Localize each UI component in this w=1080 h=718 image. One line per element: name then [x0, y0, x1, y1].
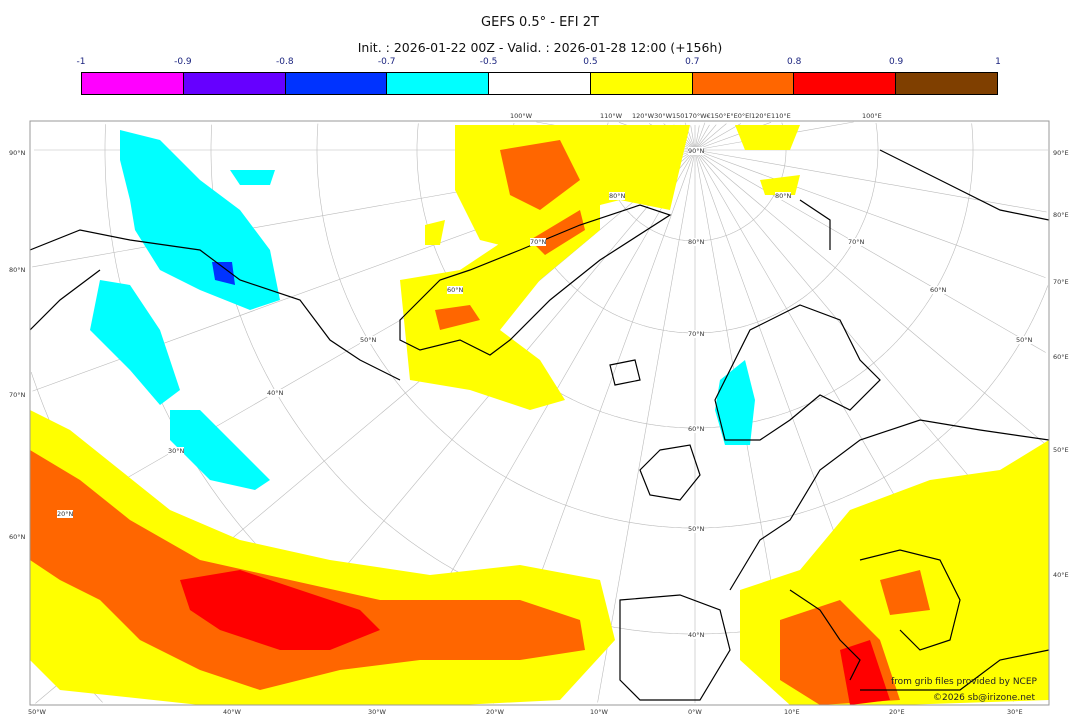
colorbar-segment: [387, 73, 490, 94]
axis-label-top: 100°W: [510, 112, 533, 120]
colorbar: [81, 72, 998, 95]
axis-label-inner: 70°N: [688, 330, 705, 338]
colorbar-tick-label: 0.5: [583, 57, 598, 67]
axis-label-top: 100°E: [862, 112, 882, 120]
meridian-line: [694, 124, 717, 151]
axis-label-bottom: 50°W: [28, 708, 46, 716]
colorbar-tick-label: 0.8: [787, 57, 802, 67]
efi-region-0.8-0.9: [180, 570, 890, 705]
colorbar-tick-label: 1: [995, 57, 1001, 67]
axis-label-left: 70°N: [9, 391, 26, 399]
colorbar-tick-label: 0.7: [685, 57, 700, 67]
axis-label-right: 50°E: [1053, 446, 1069, 454]
axis-label-inner: 60°N: [447, 286, 464, 294]
axis-label-inner: 40°N: [688, 631, 705, 639]
map-frame: [29, 120, 1050, 706]
efi-region-neg0.8-neg0.9: [212, 262, 235, 285]
axis-label-top: 110°E: [771, 112, 791, 120]
meridian-line: [694, 149, 1046, 445]
meridian-line: [694, 149, 1046, 353]
axis-label-inner: 50°N: [360, 336, 377, 344]
colorbar-segment: [692, 73, 795, 94]
axis-label-top: 120°W30°W150170°W€150°E°E0°El120°E: [632, 112, 771, 120]
axis-label-right: 60°E: [1053, 353, 1069, 361]
colorbar-tick-label: -1: [76, 57, 86, 67]
coastlines: [30, 149, 1049, 701]
colorbar-tick-label: -0.5: [479, 57, 498, 67]
axis-label-right: 70°E: [1053, 278, 1069, 286]
colorbar-segment: [183, 73, 286, 94]
axis-label-inner: 80°N: [609, 192, 626, 200]
credit-source: from grib files provided by NCEP: [891, 677, 1037, 687]
colorbar-segment: [285, 73, 388, 94]
meridian-line: [597, 149, 696, 703]
colorbar-segment: [794, 73, 897, 94]
axis-label-right: 40°E: [1053, 571, 1069, 579]
axis-label-inner: 70°N: [530, 238, 547, 246]
axis-label-inner: 70°N: [848, 238, 865, 246]
colorbar-tick-label: -0.7: [377, 57, 396, 67]
map-title: GEFS 0.5° - EFI 2T: [481, 15, 599, 30]
colorbar-tick-label: -0.9: [174, 57, 192, 67]
axis-label-left: 60°N: [9, 533, 26, 541]
credit-copyright: ©2026 sb@irizone.net: [933, 693, 1035, 703]
map-subtitle: Init. : 2026-01-22 00Z - Valid. : 2026-0…: [357, 40, 723, 55]
axis-label-bottom: 20°E: [889, 708, 905, 716]
axis-label-inner: 80°N: [775, 192, 792, 200]
axis-label-left: 80°N: [9, 266, 26, 274]
axis-label-inner: 90°N: [688, 147, 705, 155]
colorbar-segment: [896, 73, 998, 94]
latitude-circle: [316, 123, 1049, 529]
axis-label-inner: 60°N: [688, 425, 705, 433]
axis-label-bottom: 10°E: [784, 708, 800, 716]
meridian-line: [694, 125, 700, 151]
colorbar-segment: [489, 73, 591, 94]
axis-label-inner: 30°N: [168, 447, 185, 455]
axis-label-bottom: 0°W: [688, 708, 702, 716]
axis-label-inner: 50°N: [688, 525, 705, 533]
axis-label-bottom: 20°W: [486, 708, 504, 716]
latitude-circle: [971, 123, 974, 150]
meridian-line: [694, 123, 742, 151]
axis-label-right: 80°E: [1053, 211, 1069, 219]
axis-label-inner: 50°N: [1016, 336, 1033, 344]
meridian-line: [694, 124, 710, 151]
meridian-line: [694, 149, 1046, 278]
axis-label-bottom: 30°E: [1007, 708, 1023, 716]
colorbar-segment: [82, 73, 184, 94]
axis-label-right: 90°E: [1053, 149, 1069, 157]
axis-label-inner: 80°N: [688, 238, 705, 246]
efi-region-neg0.5-neg0.7: [90, 130, 755, 490]
colorbar-tick-label: 0.9: [888, 57, 904, 67]
axis-label-inner: 20°N: [57, 510, 74, 518]
latitude-circle: [875, 122, 879, 150]
axis-label-bottom: 10°W: [590, 708, 608, 716]
axis-label-top: 110°W: [600, 112, 623, 120]
meridian-line: [690, 125, 696, 151]
axis-label-left: 90°N: [9, 149, 26, 157]
colorbar-tick-label: -0.8: [275, 57, 294, 67]
colorbar-segment: [590, 73, 693, 94]
axis-label-inner: 60°N: [930, 286, 947, 294]
axis-label-bottom: 40°W: [223, 708, 241, 716]
meridian-line: [694, 122, 706, 151]
axis-label-bottom: 30°W: [368, 708, 386, 716]
axis-label-inner: 40°N: [267, 389, 284, 397]
meridian-line: [694, 123, 727, 151]
meridian-line: [694, 149, 1047, 213]
